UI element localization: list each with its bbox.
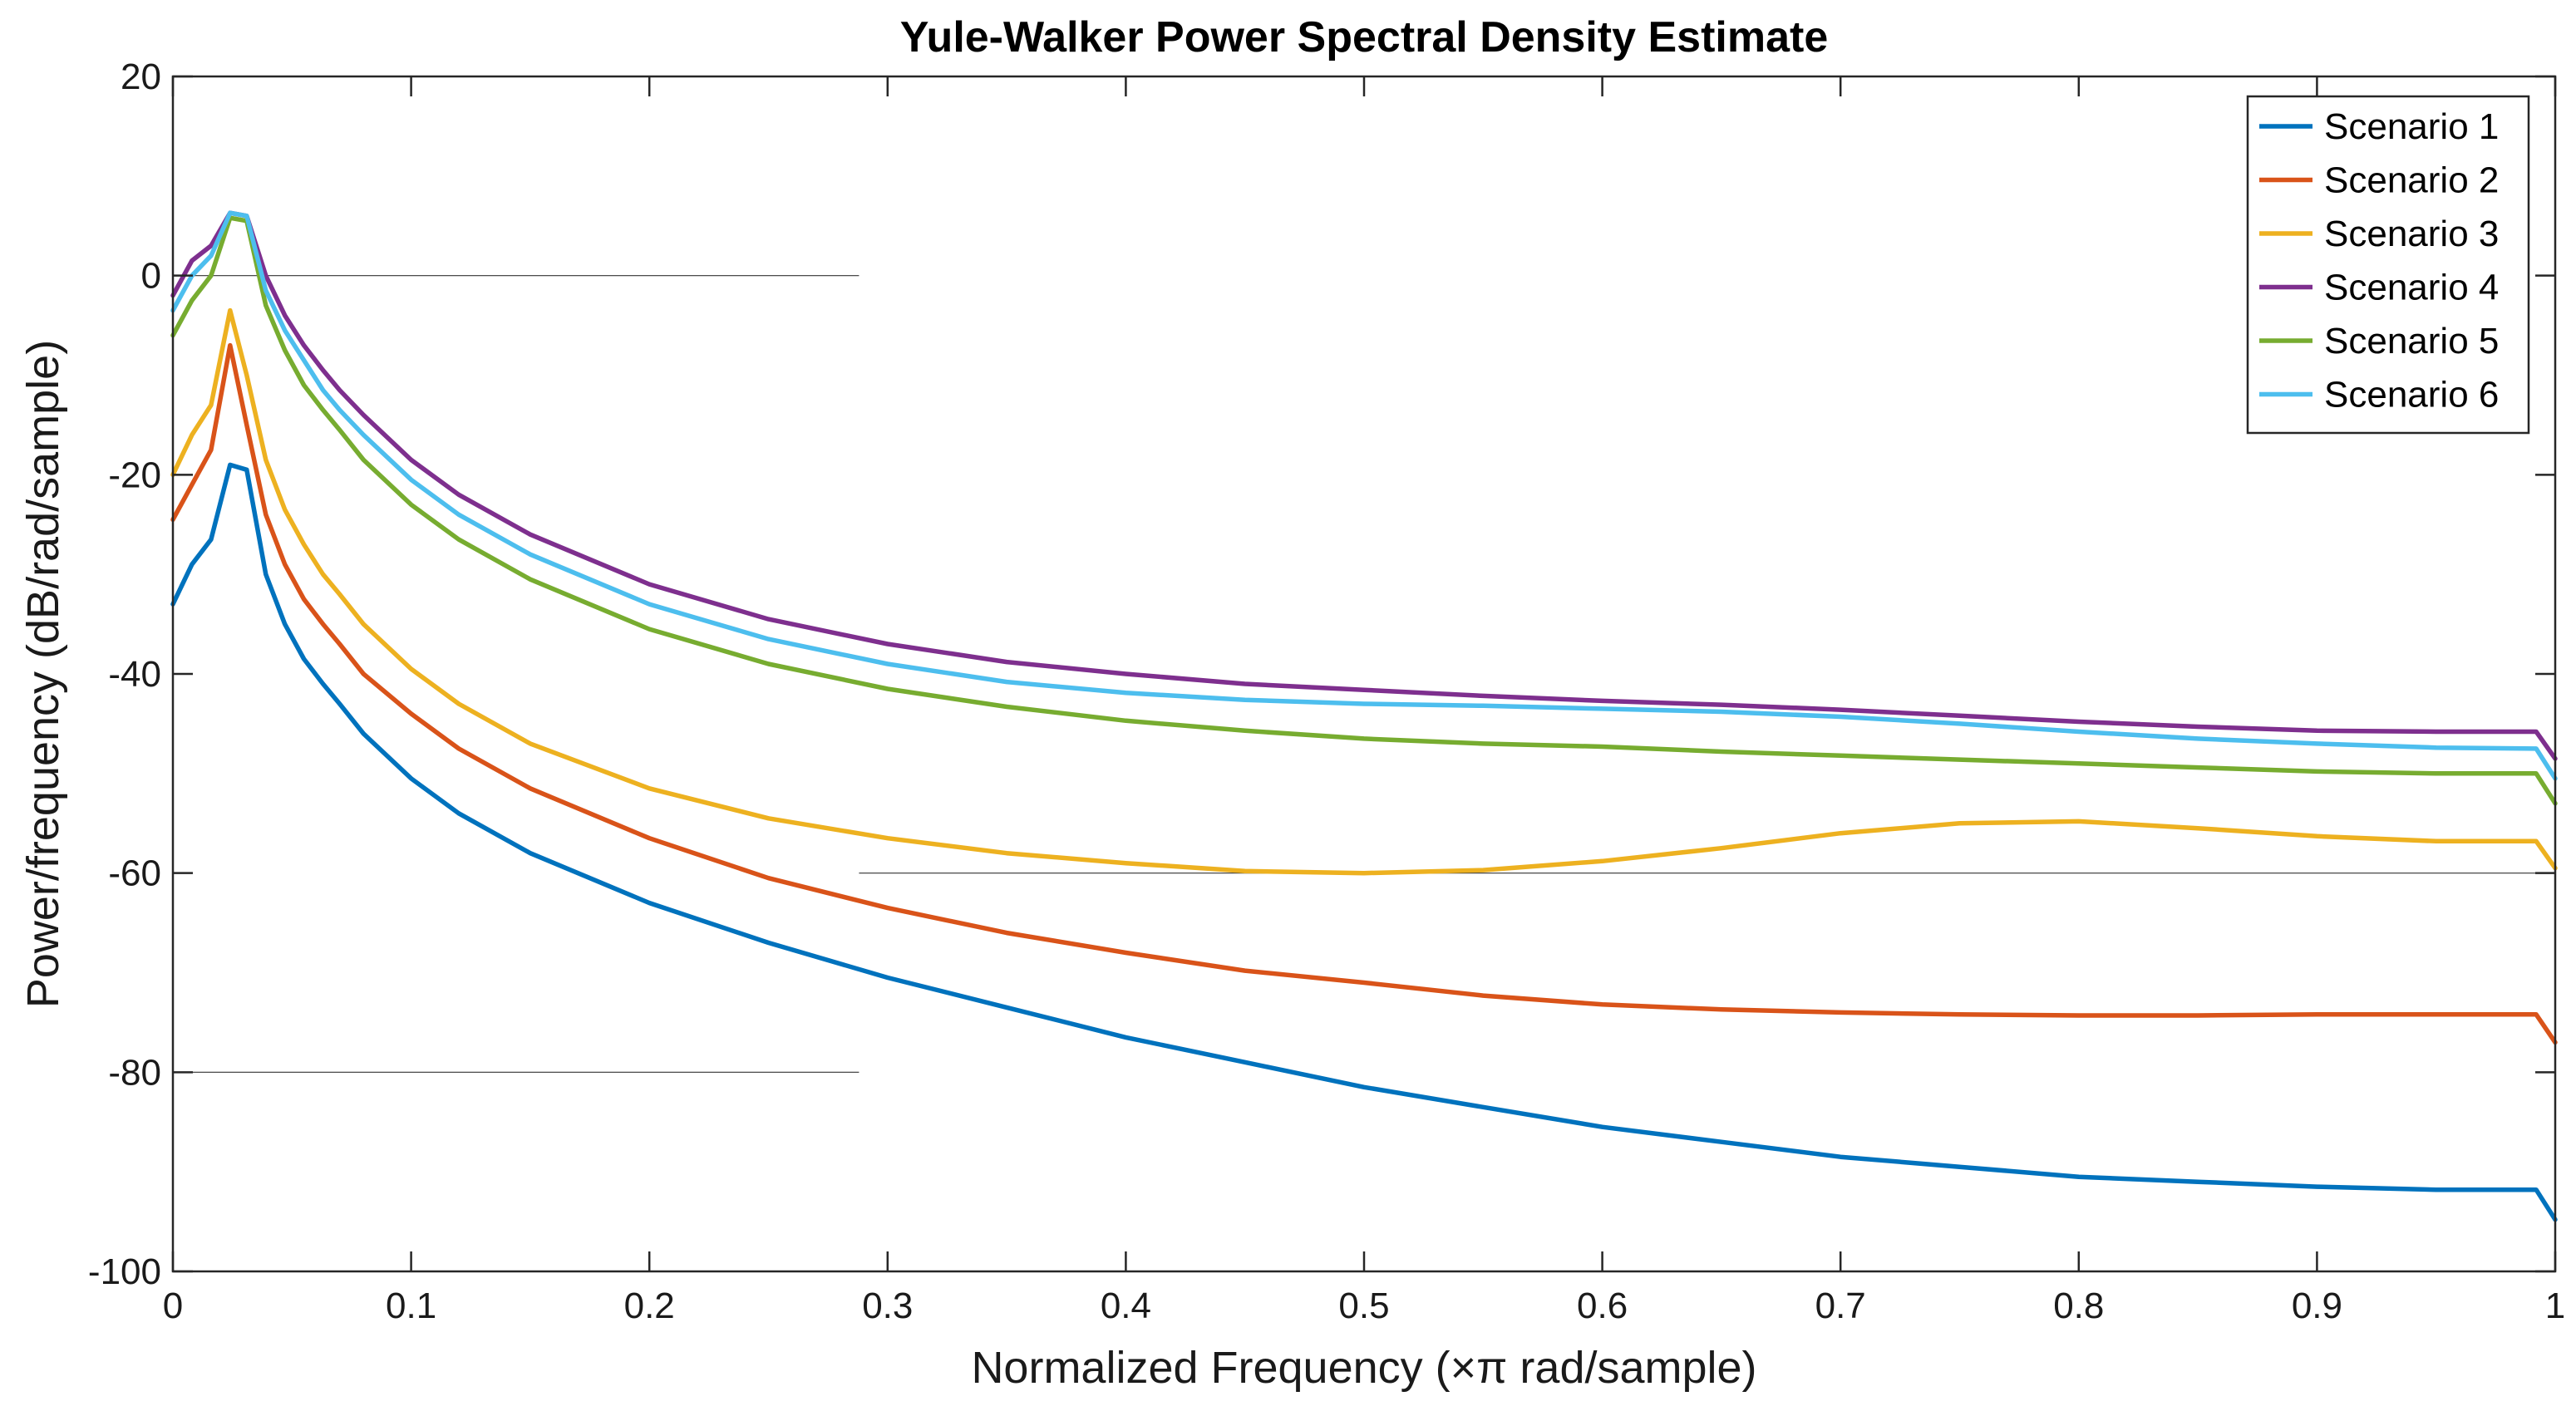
series-layer <box>170 210 2558 1222</box>
legend: Scenario 1 Scenario 2 Scenario 3 Scenario 4… <box>2246 95 2530 435</box>
legend-box <box>2246 95 2530 435</box>
x-tick-label: 0 <box>163 1286 183 1326</box>
x-tick-label: 0.1 <box>386 1286 436 1326</box>
y-tick-label: 0 <box>141 256 161 297</box>
x-tick-label: 0.7 <box>1815 1286 1866 1326</box>
legend-entry-label: Scenario 6 <box>2324 375 2499 415</box>
y-tick-label: 20 <box>121 57 161 97</box>
legend-entry-label: Scenario 3 <box>2324 214 2499 254</box>
series-line-scenario-5 <box>170 215 2558 806</box>
y-axis-ticks: 20 0 -20 -40 -60 -80 -100 <box>88 57 2555 1292</box>
series-line-scenario-1 <box>170 462 2558 1222</box>
x-tick-label: 0.9 <box>2292 1286 2342 1326</box>
x-axis-label: Normalized Frequency (×π rad/sample) <box>971 1343 1756 1393</box>
legend-entry-label: Scenario 4 <box>2324 268 2499 308</box>
y-tick-label: -100 <box>88 1251 161 1292</box>
series-line-scenario-4 <box>170 210 2558 761</box>
y-tick-label: -20 <box>108 455 161 495</box>
y-tick-label: -80 <box>108 1052 161 1093</box>
y-tick-label: -40 <box>108 654 161 695</box>
x-tick-label: 1 <box>2545 1286 2565 1326</box>
reference-lines <box>173 275 2555 1073</box>
x-tick-label: 0.2 <box>624 1286 675 1326</box>
x-tick-label: 0.5 <box>1338 1286 1389 1326</box>
legend-entry-label: Scenario 1 <box>2324 106 2499 147</box>
x-axis-ticks: 0 0.1 0.2 0.3 0.4 0.5 0.6 0.7 0.8 0.9 1 <box>163 76 2565 1326</box>
series-line-scenario-6 <box>170 210 2558 781</box>
legend-entry-label: Scenario 2 <box>2324 160 2499 201</box>
chart-title: Yule-Walker Power Spectral Density Estim… <box>900 13 1829 61</box>
y-axis-label: Power/frequency (dB/rad/sample) <box>18 340 68 1008</box>
x-tick-label: 0.4 <box>1101 1286 1151 1326</box>
x-tick-label: 0.8 <box>2053 1286 2104 1326</box>
plot-area <box>173 76 2555 1271</box>
series-line-scenario-2 <box>170 342 2558 1045</box>
legend-entry-label: Scenario 5 <box>2324 321 2499 361</box>
y-tick-label: -60 <box>108 853 161 894</box>
x-tick-label: 0.3 <box>862 1286 913 1326</box>
x-tick-label: 0.6 <box>1577 1286 1628 1326</box>
series-line-scenario-3 <box>170 307 2558 876</box>
